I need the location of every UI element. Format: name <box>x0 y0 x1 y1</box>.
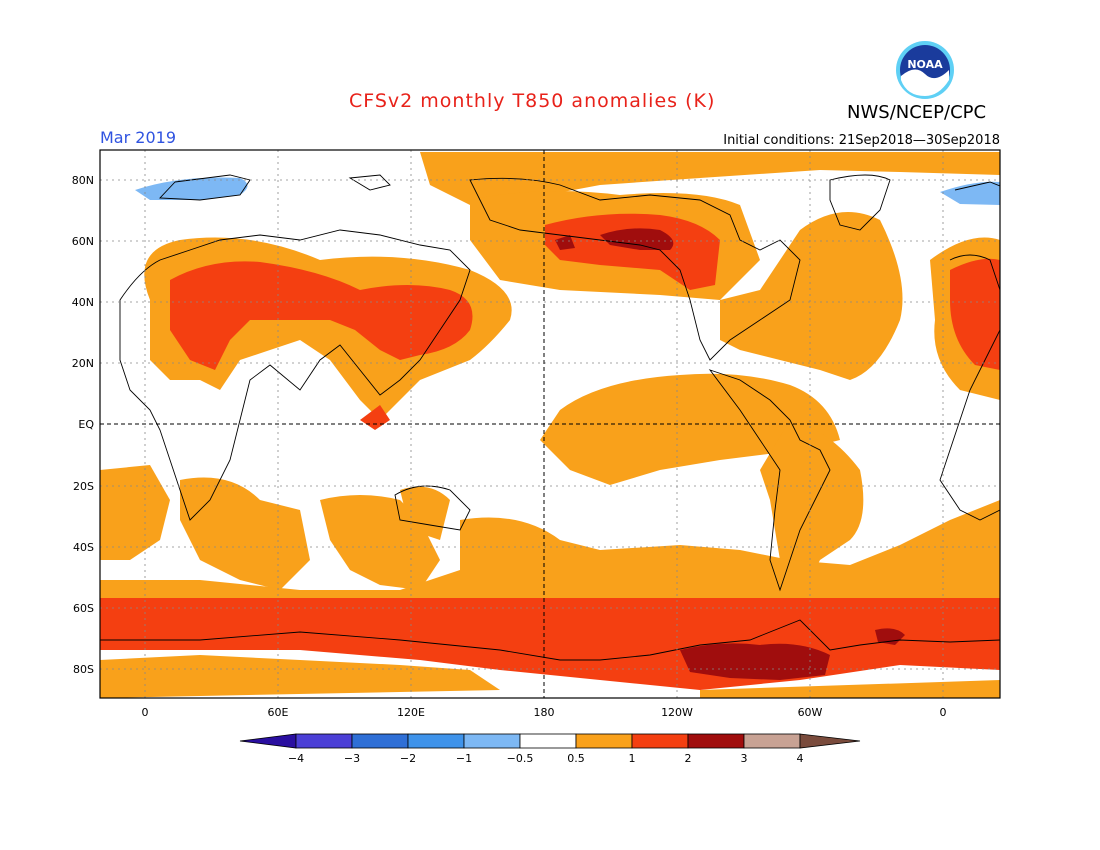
lon-label: 180 <box>534 706 555 719</box>
noaa-logo-text: NOAA <box>907 58 943 71</box>
reference-lines <box>100 150 1000 698</box>
colorbar <box>239 733 861 749</box>
colorbar-swatch <box>407 733 465 749</box>
lat-label: 20S <box>73 480 94 493</box>
colorbar-swatch <box>743 733 801 749</box>
colorbar-swatch <box>575 733 633 749</box>
noaa-logo: NOAA <box>896 41 954 99</box>
initial-conditions-label: Initial conditions: 21Sep2018—30Sep2018 <box>723 133 1000 148</box>
colorbar-label: 0.5 <box>567 752 585 765</box>
colorbar-label: −4 <box>288 752 304 765</box>
colorbar-swatch <box>295 733 353 749</box>
map-title: CFSv2 monthly T850 anomalies (K) <box>349 90 716 112</box>
colorbar-label: −1 <box>456 752 472 765</box>
organization-label: NWS/NCEP/CPC <box>847 102 987 123</box>
colorbar-label: 3 <box>741 752 748 765</box>
lat-label: 40S <box>73 541 94 554</box>
colorbar-label: −3 <box>344 752 360 765</box>
lat-label: 80N <box>72 174 94 187</box>
lat-label: 40N <box>72 296 94 309</box>
colorbar-label: 2 <box>685 752 692 765</box>
lat-label: 80S <box>73 663 94 676</box>
colorbar-swatch <box>799 733 861 749</box>
colorbar-swatch <box>687 733 745 749</box>
lon-label: 120E <box>397 706 425 719</box>
colorbar-label: −2 <box>400 752 416 765</box>
colorbar-swatch <box>463 733 521 749</box>
colorbar-label: −0.5 <box>507 752 534 765</box>
anomaly-region-warm-high <box>555 228 905 680</box>
map-frame <box>99 149 1001 699</box>
colorbar-swatch <box>519 733 577 749</box>
lat-label: 60S <box>73 602 94 615</box>
lat-label: EQ <box>78 418 94 431</box>
colorbar-label: 4 <box>797 752 804 765</box>
colorbar-swatch <box>351 733 409 749</box>
coastlines <box>100 174 1000 661</box>
lon-label: 60W <box>798 706 823 719</box>
lat-label: 20N <box>72 357 94 370</box>
colorbar-label: 1 <box>629 752 636 765</box>
colorbar-swatch <box>239 733 297 749</box>
lon-label: 60E <box>268 706 289 719</box>
graticule <box>100 150 1000 698</box>
lat-label: 60N <box>72 235 94 248</box>
valid-period-label: Mar 2019 <box>100 128 176 147</box>
lon-label: 0 <box>142 706 149 719</box>
lon-label: 120W <box>661 706 693 719</box>
lon-label: 0 <box>940 706 947 719</box>
colorbar-swatch <box>631 733 689 749</box>
